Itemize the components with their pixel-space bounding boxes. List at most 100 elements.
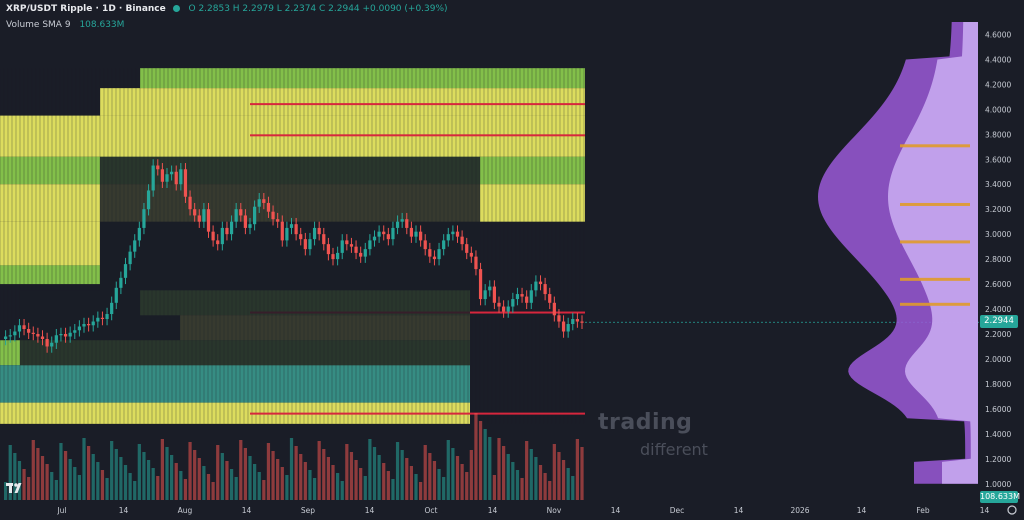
time-axis-label: 14: [611, 506, 621, 515]
price-axis-label: 1.4000: [985, 430, 1011, 439]
candle-body: [409, 227, 414, 237]
heatmap-band: [0, 221, 100, 266]
candle-body: [308, 239, 312, 250]
candle-body: [534, 281, 538, 291]
candle-body: [54, 335, 58, 343]
candle-body: [580, 321, 584, 323]
price-axis-label: 1.6000: [985, 405, 1011, 414]
candle-body: [483, 290, 487, 300]
volume-profile-highlight: [900, 277, 970, 281]
volume-bar: [31, 440, 35, 500]
volume-bar: [73, 467, 77, 500]
candle-body: [266, 202, 271, 212]
candle-body: [382, 231, 386, 235]
volume-bar: [193, 450, 197, 500]
volume-bar: [123, 465, 128, 500]
volume-bar: [405, 458, 409, 500]
watermark-subtitle: different: [640, 440, 708, 459]
volume-bar: [27, 477, 31, 500]
volume-bar: [91, 454, 95, 500]
volume-bar: [303, 462, 307, 500]
volume-profile-highlight: [900, 144, 970, 148]
volume-bar: [575, 439, 580, 500]
candle-body: [216, 240, 220, 245]
volume-bar: [229, 469, 234, 500]
volume-bar: [202, 466, 206, 500]
volume-bar: [552, 444, 556, 500]
candle-body: [363, 249, 367, 257]
volume-indicator-value: 108.633M: [79, 20, 125, 30]
volume-bar: [13, 453, 17, 500]
volume-bar: [502, 446, 506, 500]
candle-body: [515, 294, 520, 300]
volume-bar: [506, 454, 510, 500]
candle-body: [146, 190, 151, 210]
volume-bar: [340, 481, 344, 500]
candle-body: [317, 227, 321, 235]
candle-body: [137, 227, 141, 241]
tradingview-logo-icon[interactable]: [4, 478, 24, 498]
volume-bar: [446, 440, 450, 500]
candle-body: [349, 244, 354, 247]
candle-body: [368, 240, 372, 250]
time-axis-label: 14: [734, 506, 744, 515]
time-axis-label: Aug: [178, 506, 193, 515]
heatmap-band: [0, 402, 470, 424]
candle-body: [571, 319, 575, 325]
volume-bar: [308, 470, 312, 500]
time-axis-label: Jul: [56, 506, 66, 515]
volume-bar: [299, 454, 303, 500]
volume-bar: [409, 466, 414, 500]
volume-bar: [423, 445, 427, 500]
volume-legend: Volume SMA 9 108.633M: [6, 20, 124, 30]
candle-body: [506, 306, 510, 312]
volume-bar: [326, 457, 331, 500]
candle-body: [193, 209, 197, 216]
candle-body: [197, 215, 201, 222]
price-axis-label: 2.8000: [985, 255, 1011, 264]
candle-body: [253, 206, 257, 225]
candle-body: [280, 221, 284, 241]
candle-body: [100, 317, 105, 320]
symbol-legend: XRP/USDT Ripple · 1D · Binance O 2.2853 …: [6, 4, 448, 14]
candle-body: [460, 236, 464, 245]
candle-body: [170, 171, 174, 175]
candle-body: [372, 236, 377, 241]
volume-bar: [4, 482, 8, 500]
volume-bar: [276, 459, 280, 500]
heatmap-liquidation-line: [250, 103, 585, 106]
candle-body: [525, 296, 529, 303]
volume-bar: [54, 480, 58, 500]
candle-body: [276, 219, 280, 222]
volume-bar: [478, 421, 483, 500]
price-axis-label: 2.0000: [985, 355, 1011, 364]
candle-body: [151, 165, 155, 191]
volume-profile-highlight: [900, 302, 970, 306]
candle-body: [451, 231, 455, 235]
volume-bar: [515, 470, 520, 500]
time-axis-label: Nov: [547, 506, 562, 515]
candle-body: [391, 227, 395, 240]
candle-body: [82, 324, 86, 327]
volume-bar: [105, 478, 109, 500]
heatmap-band: [140, 68, 585, 89]
candle-body: [220, 227, 224, 245]
volume-bar: [248, 456, 252, 500]
candle-body: [225, 227, 229, 235]
candle-body: [312, 227, 317, 240]
candle-body: [133, 240, 137, 252]
symbol-title[interactable]: XRP/USDT Ripple · 1D · Binance: [6, 4, 166, 14]
time-axis-label: 14: [980, 506, 990, 515]
volume-bar: [63, 451, 68, 500]
volume-bar: [197, 458, 201, 500]
volume-indicator-label[interactable]: Volume SMA 9: [6, 20, 71, 30]
candle-body: [160, 169, 165, 182]
volume-bar: [543, 473, 547, 500]
volume-bar: [165, 447, 169, 500]
time-axis-label: Feb: [916, 506, 930, 515]
volume-bar: [225, 461, 229, 500]
volume-bar: [580, 447, 584, 500]
candle-body: [27, 329, 31, 333]
candle-body: [262, 199, 266, 203]
